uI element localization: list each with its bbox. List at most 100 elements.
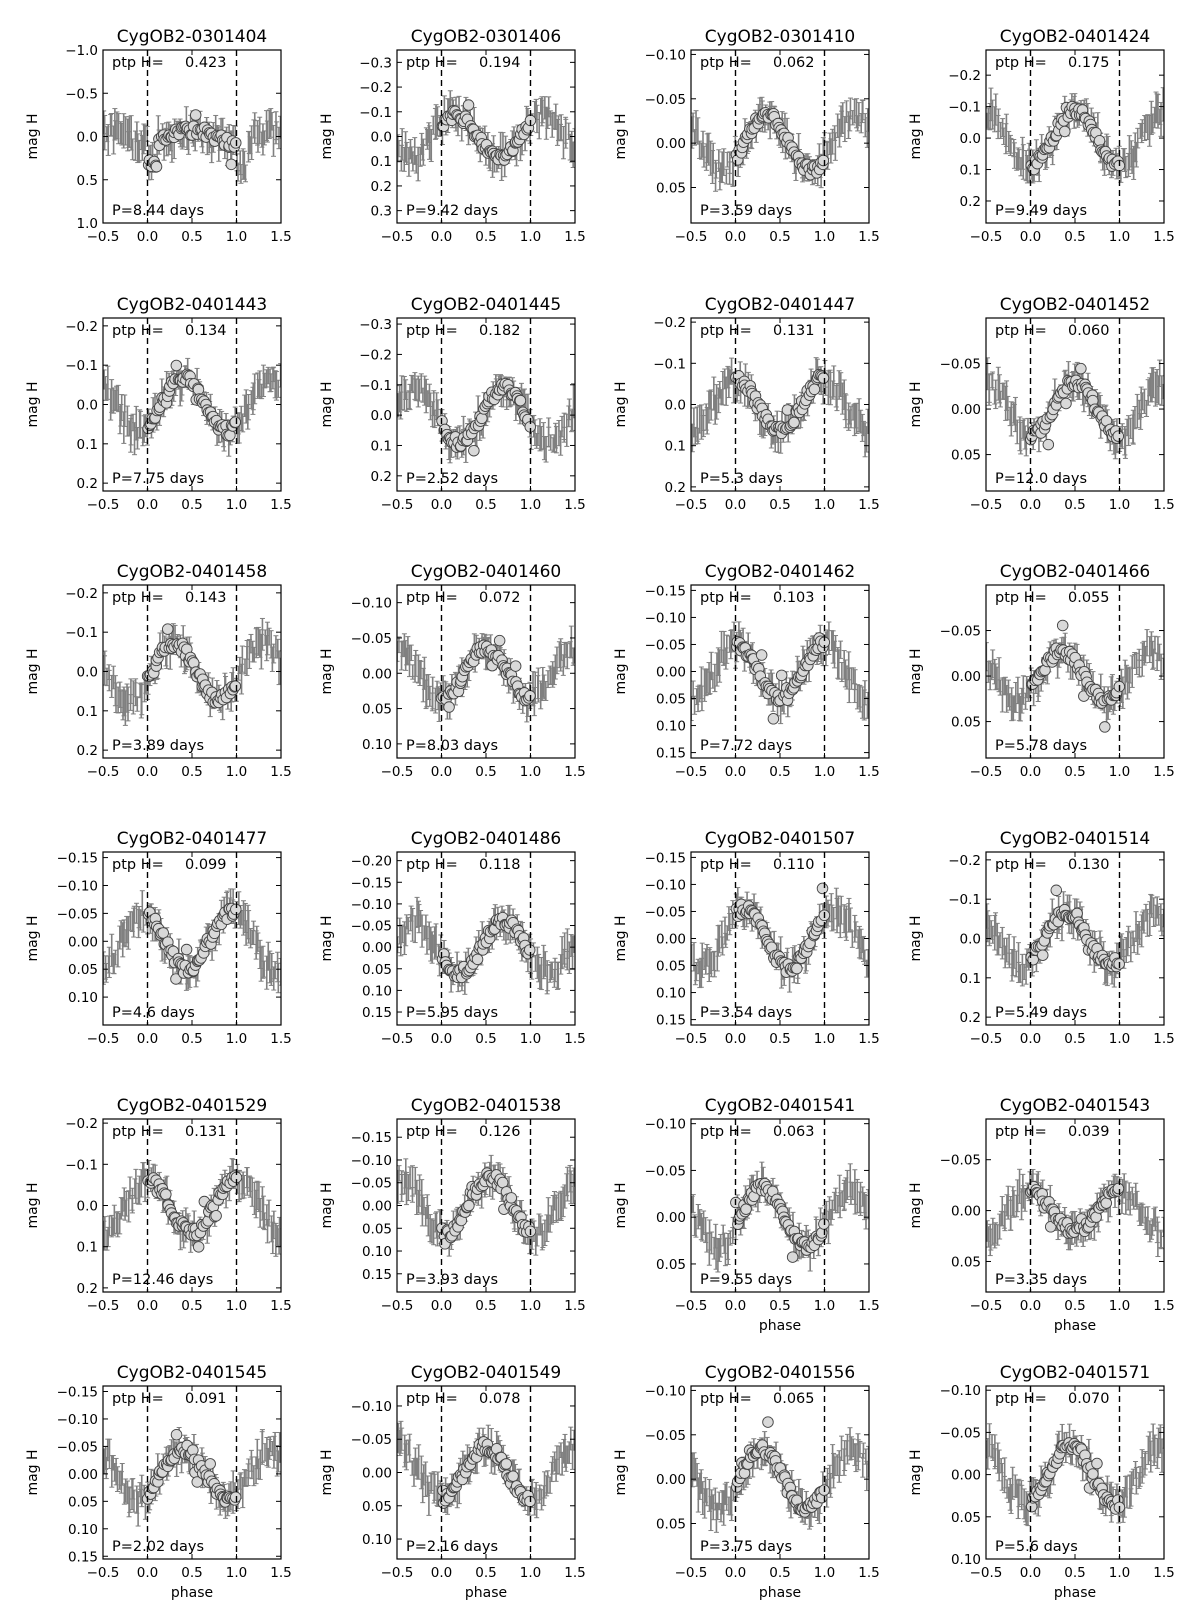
data-point (225, 158, 238, 171)
x-tick-label: −0.5 (675, 229, 708, 245)
y-tick-label: −0.1 (948, 100, 981, 116)
x-tick-label: 0.0 (137, 497, 158, 513)
y-tick-label: −0.2 (948, 68, 981, 84)
ptp-value: 0.143 (185, 590, 227, 606)
period-value: 7.75 (133, 471, 165, 487)
x-tick-label: −0.5 (675, 497, 708, 513)
data-point (170, 359, 183, 372)
period-unit: days (459, 738, 498, 754)
y-tick-label: 0.0 (77, 665, 98, 681)
x-tick-label: 0.0 (725, 497, 746, 513)
y-tick-label: 0.15 (656, 746, 686, 762)
period-prefix: P= (112, 471, 133, 487)
period-annotation: P=8.44 days (112, 203, 204, 219)
data-point (514, 394, 527, 407)
x-tick-label: −0.5 (87, 229, 120, 245)
x-tick-label: 0.5 (769, 764, 790, 780)
period-annotation: P=2.52 days (406, 471, 498, 487)
y-tick-label: 0.5 (77, 173, 98, 189)
period-unit: days (165, 738, 204, 754)
x-tick-label: 0.5 (181, 497, 202, 513)
panel-CygOB2-0401447: CygOB2-0401447 −0.5 0.0 0.5 1.0 1.5 −0.2 −0.1 0.… (613, 295, 880, 513)
ptp-value: 0.072 (479, 590, 521, 606)
ptp-annotation: ptp H= 0.175 (995, 55, 1110, 71)
ptp-prefix: ptp H= (112, 55, 164, 71)
y-tick-label: 0.10 (362, 737, 392, 753)
y-tick-label: 0.2 (371, 469, 392, 485)
y-axis-label: mag H (613, 113, 629, 159)
plot-area (103, 106, 281, 184)
y-tick-label: 0.0 (960, 131, 981, 147)
ptp-annotation: ptp H= 0.131 (700, 323, 815, 339)
x-tick-label: 1.0 (226, 497, 247, 513)
panel-title: CygOB2-0401452 (1000, 295, 1150, 315)
y-tick-label: −0.05 (645, 92, 686, 108)
y-tick-label: −0.15 (645, 583, 686, 599)
panel-title: CygOB2-0401460 (411, 562, 561, 582)
ptp-prefix: ptp H= (995, 323, 1047, 339)
data-point (161, 623, 174, 635)
panel-title: CygOB2-0401462 (705, 562, 855, 582)
period-value: 9.49 (1016, 203, 1048, 219)
data-point (1093, 135, 1106, 147)
data-point (229, 416, 242, 428)
y-tick-label: −0.2 (65, 586, 98, 602)
panel-title: CygOB2-0401443 (117, 295, 267, 315)
ptp-value: 0.182 (479, 323, 521, 339)
ptp-prefix: ptp H= (406, 323, 458, 339)
period-annotation: P=7.75 days (112, 471, 204, 487)
x-tick-label: 0.5 (475, 229, 496, 245)
panel-title: CygOB2-0401458 (117, 562, 267, 582)
panel-CygOB2-0401445: CygOB2-0401445 −0.5 0.0 0.5 1.0 1.5 −0.3 −0.2 −0… (319, 295, 586, 513)
y-tick-label: 0.1 (77, 704, 98, 720)
x-tick-label: −0.5 (970, 229, 1003, 245)
y-tick-label: −0.10 (645, 610, 686, 626)
plot-area (691, 357, 869, 458)
x-tick-label: 1.5 (858, 229, 879, 245)
panel-CygOB2-0401466: CygOB2-0401466−0.5 0.0 0.5 1.0 1.5−0.050.000… (908, 562, 1175, 780)
y-tick-label: −0.1 (65, 625, 98, 641)
ptp-value: 0.194 (479, 55, 521, 71)
y-tick-label: −0.1 (359, 105, 392, 121)
x-tick-label: 0.0 (1020, 229, 1041, 245)
ptp-annotation: ptp H= 0.194 (406, 55, 521, 71)
ptp-prefix: ptp H= (700, 590, 752, 606)
x-tick-label: 1.0 (814, 764, 835, 780)
x-tick-label: 1.0 (520, 229, 541, 245)
y-axis-label: mag H (319, 113, 335, 159)
period-value: 12.0 (1016, 471, 1048, 487)
period-prefix: P= (112, 203, 133, 219)
period-value: 5.3 (721, 471, 744, 487)
ptp-prefix: ptp H= (406, 590, 458, 606)
y-tick-label: 0.1 (371, 154, 392, 170)
y-tick-label: 0.0 (77, 398, 98, 414)
data-point (230, 137, 242, 149)
x-tick-label: 1.5 (858, 497, 879, 513)
y-tick-label: 0.2 (371, 179, 392, 195)
y-tick-label: 0.2 (77, 743, 98, 759)
period-annotation: P=8.03 days (406, 738, 498, 754)
ptp-annotation: ptp H= 0.062 (700, 55, 815, 71)
period-prefix: P= (700, 203, 721, 219)
y-tick-label: 0.00 (362, 666, 392, 682)
period-annotation: P=3.59 days (700, 203, 792, 219)
y-axis-label: mag H (319, 381, 335, 427)
x-tick-label: −0.5 (970, 497, 1003, 513)
period-value: 3.89 (133, 738, 165, 754)
data-point (788, 416, 800, 429)
x-tick-label: −0.5 (87, 764, 120, 780)
x-tick-label: −0.5 (675, 764, 708, 780)
data-point (189, 109, 202, 121)
y-tick-label: 0.0 (371, 408, 392, 424)
panel-CygOB2-0401462: CygOB2-0401462 −0.5 0.0 0.5 1.0 1.5 −0.15 −0.10… (613, 562, 880, 780)
x-tick-label: 0.5 (1064, 497, 1085, 513)
ptp-prefix: ptp H= (112, 323, 164, 339)
y-tick-label: 0.2 (960, 194, 981, 210)
period-unit: days (1048, 471, 1087, 487)
panel-CygOB2-0401424: CygOB2-0401424 −0.5 0.0 0.5 1.0 1.5 −0.2 −0.1 0.… (908, 27, 1175, 245)
period-prefix: P= (406, 203, 427, 219)
x-tick-label: 1.5 (270, 764, 291, 780)
panel-CygOB2-0401460: CygOB2-0401460 −0.5 0.0 0.5 1.0 1.5 −0.10 −0.05… (319, 562, 586, 780)
data-point (817, 372, 830, 384)
period-unit: days (744, 471, 783, 487)
